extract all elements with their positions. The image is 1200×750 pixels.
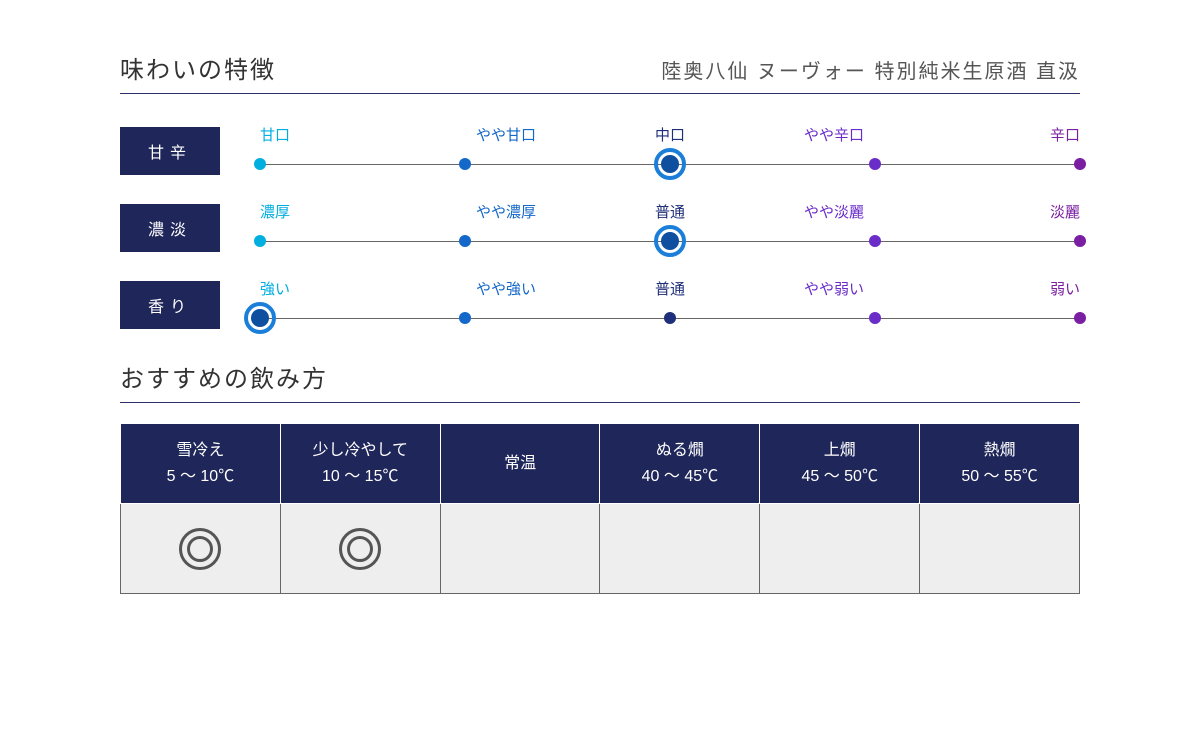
- taste-header: 味わいの特徴 陸奥八仙 ヌーヴォー 特別純米生原酒 直汲: [120, 50, 1080, 94]
- scale-dot: [869, 312, 881, 324]
- recommend-cell: [920, 504, 1080, 594]
- recommend-column-header: 上燗45 ～ 50℃: [760, 424, 920, 504]
- scale-option-label: 強い: [260, 278, 424, 299]
- recommend-column-header: 少し冷やして10 ～ 15℃: [280, 424, 440, 504]
- scale-dot: [1074, 312, 1086, 324]
- double-circle-icon: [179, 528, 221, 570]
- recommend-column-header: 常温: [440, 424, 600, 504]
- scale-option-label: 濃厚: [260, 201, 424, 222]
- selected-marker: [244, 302, 276, 334]
- scale-option-label: やや甘口: [424, 124, 588, 145]
- double-circle-icon: [339, 528, 381, 570]
- scale-option-label: やや辛口: [752, 124, 916, 145]
- scale-dot: [254, 235, 266, 247]
- scale-dot: [254, 158, 266, 170]
- recommend-column-header: 熱燗50 ～ 55℃: [920, 424, 1080, 504]
- scale-dot: [1074, 158, 1086, 170]
- recommend-cell: [121, 504, 281, 594]
- recommend-cell: [600, 504, 760, 594]
- taste-row: 甘辛甘口やや甘口中口やや辛口辛口: [120, 124, 1080, 177]
- scale-option-label: やや強い: [424, 278, 588, 299]
- scale-dot: [1074, 235, 1086, 247]
- scale-option-label: 淡麗: [916, 201, 1080, 222]
- taste-row-label: 甘辛: [120, 127, 220, 175]
- section-title: 味わいの特徴: [120, 50, 276, 85]
- taste-row: 香り強いやや強い普通やや弱い弱い: [120, 278, 1080, 331]
- scale-dot: [459, 312, 471, 324]
- taste-scale: 濃厚やや濃厚普通やや淡麗淡麗: [260, 201, 1080, 254]
- taste-row: 濃淡濃厚やや濃厚普通やや淡麗淡麗: [120, 201, 1080, 254]
- scale-dot: [459, 235, 471, 247]
- scale-option-label: やや濃厚: [424, 201, 588, 222]
- recommend-column-header: ぬる燗40 ～ 45℃: [600, 424, 760, 504]
- taste-row-label: 香り: [120, 281, 220, 329]
- recommend-cell: [280, 504, 440, 594]
- taste-rows: 甘辛甘口やや甘口中口やや辛口辛口濃淡濃厚やや濃厚普通やや淡麗淡麗香り強いやや強い…: [120, 124, 1080, 331]
- selected-marker: [654, 148, 686, 180]
- scale-dot: [459, 158, 471, 170]
- recommend-table: 雪冷え5 ～ 10℃少し冷やして10 ～ 15℃常温ぬる燗40 ～ 45℃上燗4…: [120, 423, 1080, 594]
- product-title: 陸奥八仙 ヌーヴォー 特別純米生原酒 直汲: [661, 55, 1080, 84]
- scale-dot: [664, 312, 676, 324]
- scale-option-label: 普通: [588, 278, 752, 299]
- scale-option-label: 弱い: [916, 278, 1080, 299]
- taste-scale: 甘口やや甘口中口やや辛口辛口: [260, 124, 1080, 177]
- taste-row-label: 濃淡: [120, 204, 220, 252]
- scale-option-label: 辛口: [916, 124, 1080, 145]
- scale-dot: [869, 158, 881, 170]
- scale-option-label: 普通: [588, 201, 752, 222]
- scale-option-label: やや弱い: [752, 278, 916, 299]
- scale-option-label: 中口: [588, 124, 752, 145]
- selected-marker: [654, 225, 686, 257]
- recommend-column-header: 雪冷え5 ～ 10℃: [121, 424, 281, 504]
- scale-dot: [869, 235, 881, 247]
- recommend-cell: [760, 504, 920, 594]
- scale-option-label: 甘口: [260, 124, 424, 145]
- taste-scale: 強いやや強い普通やや弱い弱い: [260, 278, 1080, 331]
- recommend-cell: [440, 504, 600, 594]
- scale-option-label: やや淡麗: [752, 201, 916, 222]
- recommend-title: おすすめの飲み方: [120, 359, 1080, 403]
